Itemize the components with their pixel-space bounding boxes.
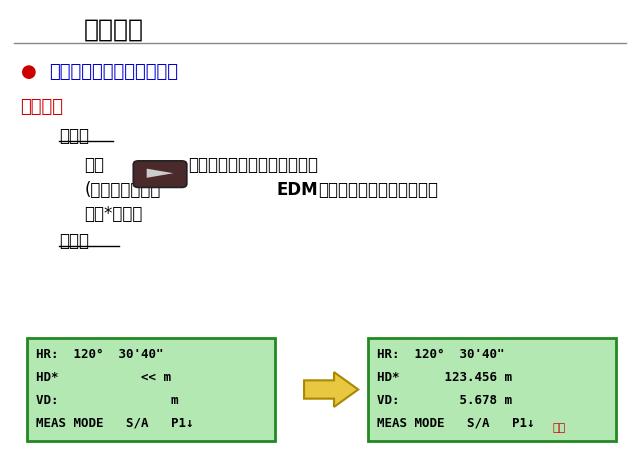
- Polygon shape: [147, 169, 173, 178]
- Text: 在工作时，屏幕上会显示星: 在工作时，屏幕上会显示星: [318, 181, 438, 199]
- Text: 显示：: 显示：: [59, 232, 89, 250]
- Polygon shape: [304, 372, 358, 407]
- FancyBboxPatch shape: [27, 338, 275, 441]
- Text: 操作：: 操作：: [59, 127, 89, 145]
- Text: VD:        5.678 m: VD: 5.678 m: [378, 394, 513, 407]
- Text: VD:               m: VD: m: [36, 394, 179, 407]
- FancyBboxPatch shape: [133, 161, 187, 188]
- Text: EDM: EDM: [276, 181, 318, 199]
- Text: MEAS MODE   S/A   P1↓: MEAS MODE S/A P1↓: [378, 417, 535, 430]
- Text: HR:  120°  30'40": HR: 120° 30'40": [378, 348, 505, 361]
- Text: 距离测量（连续测量模式）: 距离测量（连续测量模式）: [49, 63, 178, 81]
- Text: 号「*」。）: 号「*」。）: [84, 205, 143, 223]
- Text: ●: ●: [20, 63, 36, 81]
- Text: 按下: 按下: [84, 156, 104, 174]
- Text: HD*           << m: HD* << m: [36, 371, 172, 384]
- Text: MEAS MODE   S/A   P1↓: MEAS MODE S/A P1↓: [36, 417, 194, 430]
- Text: 键后，仪器便开始测量距离。: 键后，仪器便开始测量距离。: [188, 156, 318, 174]
- Text: 施工: 施工: [552, 423, 566, 433]
- Text: (当电子测距系统: (当电子测距系统: [84, 181, 161, 199]
- FancyBboxPatch shape: [368, 338, 616, 441]
- Text: HR:  120°  30'40": HR: 120° 30'40": [36, 348, 164, 361]
- Text: 第二步：: 第二步：: [20, 98, 63, 116]
- Text: HD*      123.456 m: HD* 123.456 m: [378, 371, 513, 384]
- Text: 距离测量: 距离测量: [84, 18, 144, 41]
